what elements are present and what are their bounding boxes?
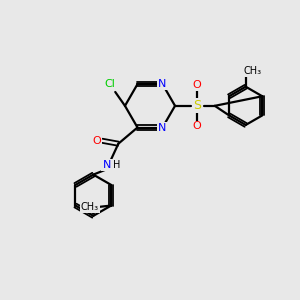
Text: S: S	[193, 99, 201, 112]
Text: O: O	[92, 136, 100, 146]
Text: N: N	[158, 122, 167, 133]
Text: CH₃: CH₃	[81, 202, 99, 212]
Text: O: O	[193, 122, 202, 131]
Text: CH₃: CH₃	[243, 66, 261, 76]
Text: O: O	[193, 80, 202, 90]
Text: H: H	[113, 160, 121, 170]
Text: N: N	[102, 160, 111, 170]
Text: N: N	[158, 79, 167, 89]
Text: Cl: Cl	[105, 79, 116, 89]
